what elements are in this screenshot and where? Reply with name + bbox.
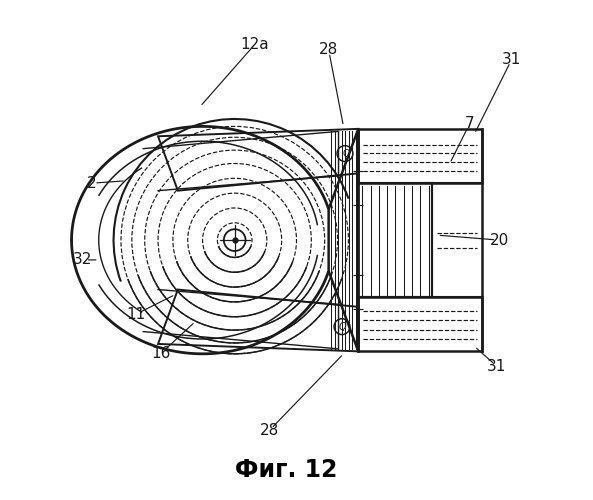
Text: 11: 11	[126, 307, 145, 322]
Text: 32: 32	[73, 252, 93, 268]
Text: Фиг. 12: Фиг. 12	[235, 458, 338, 482]
Text: 2: 2	[87, 176, 96, 190]
Text: 16: 16	[151, 346, 170, 362]
Text: 31: 31	[487, 358, 506, 374]
Text: Q: Q	[338, 322, 346, 332]
Text: 7: 7	[465, 116, 474, 132]
Bar	[358, 129, 482, 183]
Text: 28: 28	[260, 423, 279, 438]
Text: 31: 31	[502, 52, 521, 67]
Text: O: O	[343, 148, 350, 158]
Text: 28: 28	[319, 42, 338, 57]
Text: 12a: 12a	[240, 38, 269, 52]
Bar	[358, 297, 482, 352]
Text: 20: 20	[490, 232, 509, 248]
Bar	[358, 183, 432, 297]
